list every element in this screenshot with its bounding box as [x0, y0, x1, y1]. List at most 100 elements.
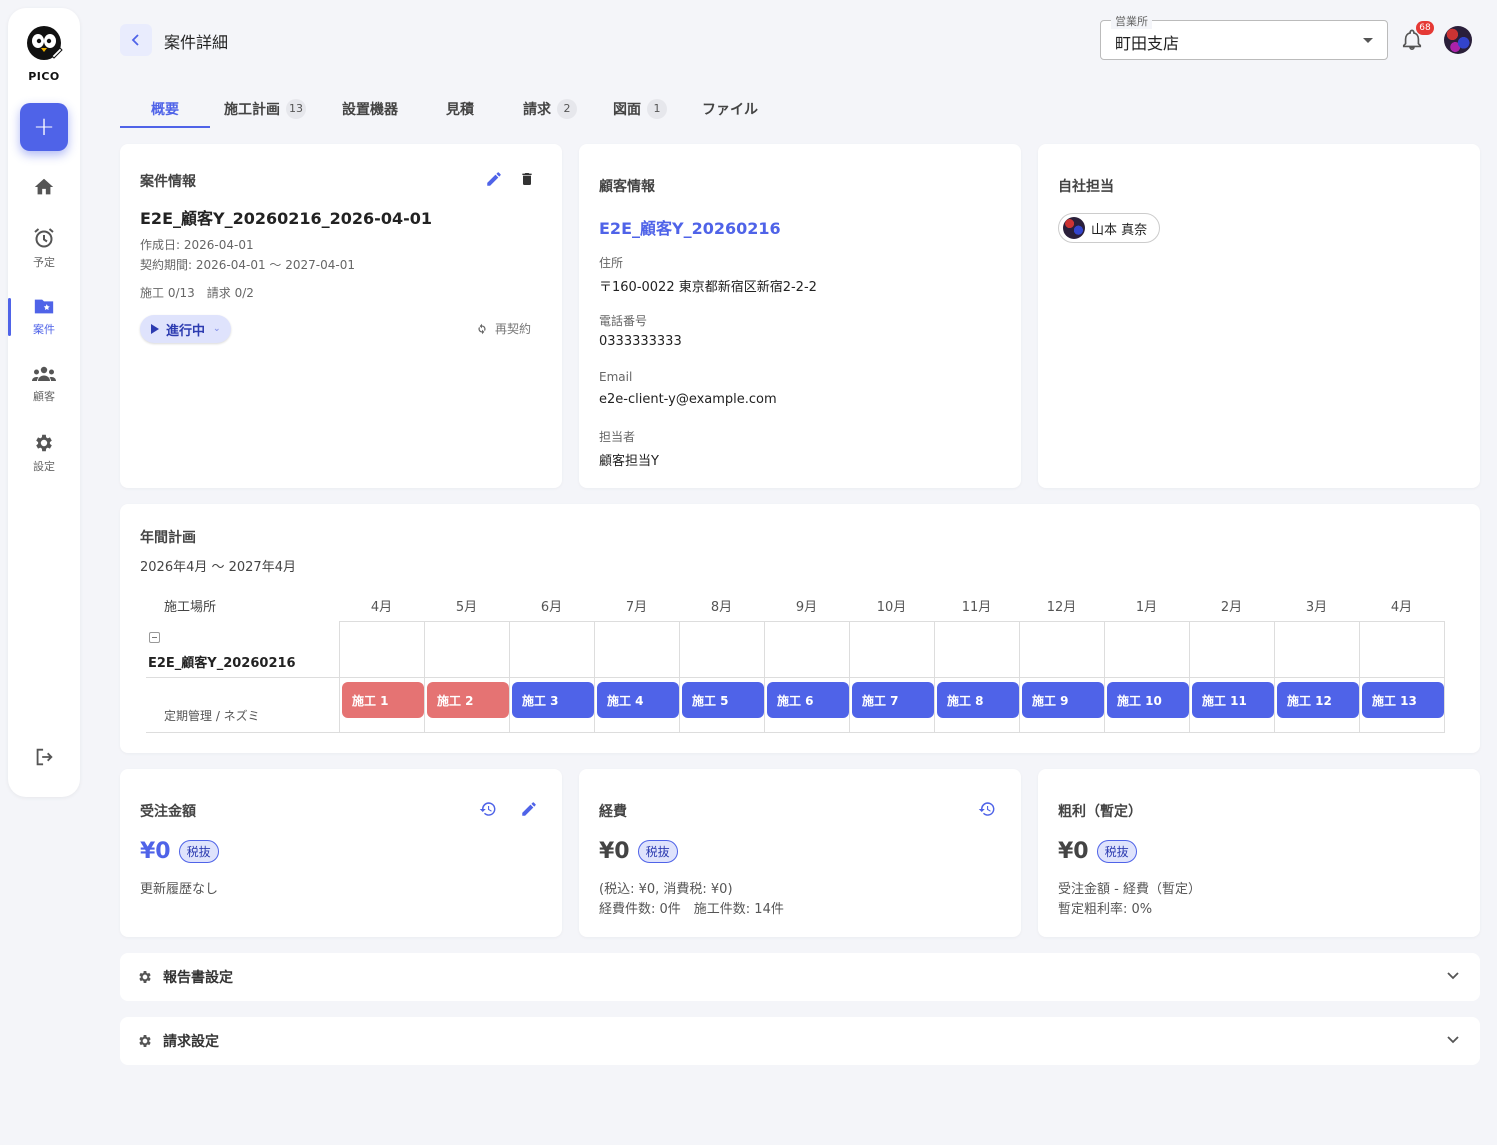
- gear-icon: [139, 971, 151, 983]
- task-bar[interactable]: 施工 8: [937, 682, 1019, 718]
- task-bar[interactable]: 施工 9: [1022, 682, 1104, 718]
- task-bar[interactable]: 施工 12: [1277, 682, 1359, 718]
- task-bar[interactable]: 施工 1: [342, 682, 424, 718]
- logout-button[interactable]: [8, 746, 80, 768]
- month-header: 7月: [625, 600, 648, 615]
- edit-icon[interactable]: [520, 800, 538, 818]
- caret-down-icon: [1363, 38, 1373, 43]
- renew-button[interactable]: 再契約: [475, 320, 531, 337]
- card-title: 自社担当: [1058, 179, 1114, 195]
- amount: ¥0: [599, 839, 630, 864]
- sidebar-item-label: 設定: [33, 460, 55, 473]
- grid-line: [1104, 621, 1105, 732]
- status-dropdown[interactable]: 進行中 ⌄: [140, 315, 231, 343]
- tax-badge: 税抜: [1096, 840, 1137, 863]
- bell-icon[interactable]: [1401, 29, 1423, 51]
- grid-line: [1444, 621, 1445, 732]
- create-button[interactable]: +: [20, 103, 68, 151]
- sidebar-item-schedule[interactable]: 予定: [8, 226, 80, 270]
- email-label: Email: [599, 370, 633, 384]
- location-header: 施工場所: [164, 600, 217, 615]
- tab-overview[interactable]: 概要: [120, 90, 210, 128]
- customer-name-link[interactable]: E2E_顧客Y_20260216: [599, 219, 781, 238]
- task-bar[interactable]: 施工 10: [1107, 682, 1189, 718]
- customer-info-card: 顧客情報 E2E_顧客Y_20260216 住所 〒160-0022 東京都新宿…: [579, 144, 1021, 488]
- month-header: 4月: [370, 600, 393, 615]
- task-bar[interactable]: 施工 13: [1362, 682, 1444, 718]
- branch-select[interactable]: 営業所 町田支店: [1100, 13, 1388, 60]
- renew-label: 再契約: [495, 322, 532, 336]
- month-header: 4月: [1390, 600, 1413, 615]
- report-settings-accordion[interactable]: 報告書設定: [120, 953, 1480, 1001]
- month-header: 12月: [1046, 600, 1077, 615]
- month-header: 1月: [1135, 600, 1158, 615]
- tab-label: ファイル: [702, 102, 758, 118]
- sidebar: PICO + 予定 案件 顧客 設定: [8, 8, 80, 797]
- sidebar-item-customers[interactable]: 顧客: [8, 364, 80, 404]
- sidebar-item-label: 顧客: [33, 390, 55, 403]
- tab-files[interactable]: ファイル: [680, 90, 780, 128]
- month-header: 3月: [1305, 600, 1328, 615]
- expenses-value: ¥0 税抜: [599, 839, 678, 864]
- progress-summary: 施工 0/13 請求 0/2: [140, 286, 254, 300]
- staff-name: 山本 真奈: [1091, 222, 1148, 238]
- card-title: 粗利（暫定）: [1058, 804, 1142, 820]
- active-indicator: [8, 298, 11, 336]
- address-label: 住所: [599, 256, 624, 270]
- task-bar[interactable]: 施工 6: [767, 682, 849, 718]
- sidebar-item-projects[interactable]: 案件: [8, 295, 80, 337]
- grid-line: [146, 677, 1445, 678]
- tab-equipment[interactable]: 設置機器: [320, 90, 420, 128]
- logo[interactable]: PICO: [22, 22, 66, 83]
- back-button[interactable]: [120, 24, 152, 56]
- status-label: 進行中: [166, 323, 206, 339]
- task-bar[interactable]: 施工 4: [597, 682, 679, 718]
- branch-select-value: 町田支店: [1115, 34, 1180, 53]
- tab-billing[interactable]: 請求 2: [500, 90, 600, 128]
- contract-period: 契約期間: 2026-04-01 〜 2027-04-01: [140, 258, 355, 272]
- task-bar[interactable]: 施工 5: [682, 682, 764, 718]
- task-bar[interactable]: 施工 3: [512, 682, 594, 718]
- contact-label: 担当者: [599, 430, 636, 444]
- history-icon[interactable]: [479, 800, 497, 818]
- month-header: 6月: [540, 600, 563, 615]
- tab-construction-plan[interactable]: 施工計画 13: [210, 90, 320, 128]
- expenses-counts: 経費件数: 0件 施工件数: 14件: [599, 902, 784, 917]
- staff-chip[interactable]: 山本 真奈: [1058, 213, 1161, 243]
- annual-plan-card: 年間計画 2026年4月 〜 2027年4月 施工場所 4月 5月 6月 7月 8月 9月…: [120, 504, 1480, 753]
- month-header: 10月: [876, 600, 907, 615]
- expenses-card: 経費 ¥0 税抜 (税込: ¥0, 消費税: ¥0) 経費件数: 0件 施工件数…: [579, 769, 1021, 937]
- logo-text: PICO: [28, 70, 60, 83]
- sidebar-item-settings[interactable]: 設定: [8, 432, 80, 474]
- tab-label: 請求: [523, 102, 551, 118]
- tab-count-badge: 2: [557, 99, 577, 119]
- edit-icon[interactable]: [485, 170, 503, 188]
- sidebar-item-home[interactable]: [8, 176, 80, 198]
- project-info-card: 案件情報 E2E_顧客Y_20260216_2026-04-01 作成日: 20…: [120, 144, 562, 488]
- tab-bar: 概要 施工計画 13 設置機器 見積 請求 2 図面 1 ファイル: [120, 90, 780, 128]
- folder-star-icon: [34, 299, 54, 314]
- task-bar[interactable]: 施工 11: [1192, 682, 1274, 718]
- minus-icon: [152, 637, 157, 638]
- notification-badge: 68: [1416, 21, 1434, 35]
- tab-label: 見積: [446, 102, 474, 118]
- billing-settings-accordion[interactable]: 請求設定: [120, 1017, 1480, 1065]
- collapse-toggle[interactable]: [149, 632, 160, 643]
- gross-profit-rate: 暫定粗利率: 0%: [1058, 902, 1153, 917]
- staff-card: 自社担当 山本 真奈: [1038, 144, 1480, 488]
- month-header: 11月: [961, 600, 992, 615]
- tab-drawings[interactable]: 図面 1: [600, 90, 680, 128]
- user-avatar[interactable]: [1444, 26, 1472, 54]
- site-name: E2E_顧客Y_20260216: [148, 656, 296, 671]
- trash-icon[interactable]: [519, 170, 535, 188]
- chevron-down-icon: ⌄: [213, 324, 221, 334]
- task-bar[interactable]: 施工 2: [427, 682, 509, 718]
- history-icon[interactable]: [978, 800, 996, 818]
- avatar: [1063, 217, 1085, 239]
- month-header: 9月: [795, 600, 818, 615]
- logout-icon: [36, 748, 53, 766]
- grid-line: [146, 732, 1445, 733]
- grid-line: [1189, 621, 1190, 732]
- tab-estimate[interactable]: 見積: [420, 90, 500, 128]
- task-bar[interactable]: 施工 7: [852, 682, 934, 718]
